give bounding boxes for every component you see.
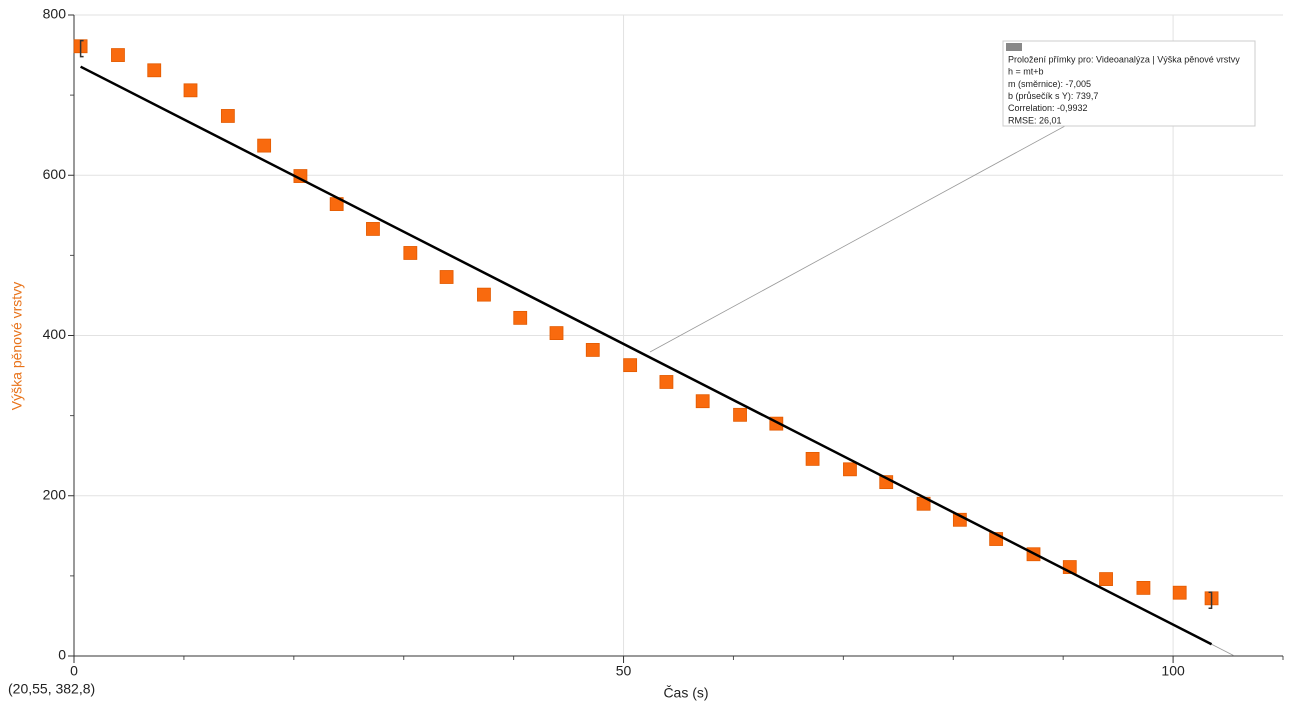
data-point	[585, 343, 600, 357]
annotation-box	[1002, 40, 1256, 127]
data-point	[513, 310, 528, 325]
data-point	[1136, 580, 1151, 595]
annotation-line: m (směrnice): -7,005	[1008, 79, 1091, 89]
data-point	[111, 48, 125, 62]
y-axis-label: Výška pěnové vrstvy	[9, 282, 25, 410]
data-point	[695, 394, 710, 409]
data-point	[733, 407, 747, 422]
y-tick-label: 200	[43, 486, 67, 502]
x-tick-label: 50	[616, 663, 632, 679]
data-point	[805, 451, 820, 466]
annotation-line: Proložení přímky pro: Videoanalýza | Výš…	[1008, 54, 1240, 64]
data-point	[403, 246, 418, 260]
fit-line	[80, 65, 1213, 646]
y-tick-label: 0	[58, 647, 66, 663]
y-tick-label: 400	[43, 326, 67, 342]
data-point	[439, 270, 454, 284]
x-tick-label: 0	[70, 663, 78, 679]
annotation: Proložení přímky pro: Videoanalýza | Výš…	[649, 40, 1256, 353]
data-point	[257, 138, 272, 153]
annotation-line: h = mt+b	[1008, 67, 1044, 77]
annotation-icon	[1006, 43, 1022, 51]
data-point	[549, 326, 564, 340]
data-point	[147, 63, 162, 78]
data-point	[366, 222, 380, 236]
data-point	[183, 83, 198, 98]
range-bracket	[79, 39, 84, 58]
data-point	[220, 109, 235, 123]
leader-line	[649, 125, 1066, 353]
data-point	[843, 462, 857, 477]
data-point	[477, 287, 491, 302]
y-tick-label: 600	[43, 166, 67, 182]
x-axis-label: Čas (s)	[663, 685, 708, 701]
data-point	[659, 375, 674, 389]
annotation-line: b (průsečík s Y): 739,7	[1008, 91, 1098, 101]
cursor-readout: (20,55, 382,8)	[8, 681, 95, 697]
annotation-line: Correlation: -0,9932	[1008, 103, 1088, 113]
data-point	[623, 358, 638, 373]
y-tick-label: 800	[43, 6, 67, 22]
data-point	[1172, 585, 1187, 600]
annotation-line: RMSE: 26,01	[1008, 115, 1062, 125]
data-point	[1099, 572, 1113, 586]
x-tick-label: 100	[1161, 663, 1185, 679]
fit-extension	[1211, 643, 1234, 656]
range-bracket	[1208, 591, 1213, 609]
